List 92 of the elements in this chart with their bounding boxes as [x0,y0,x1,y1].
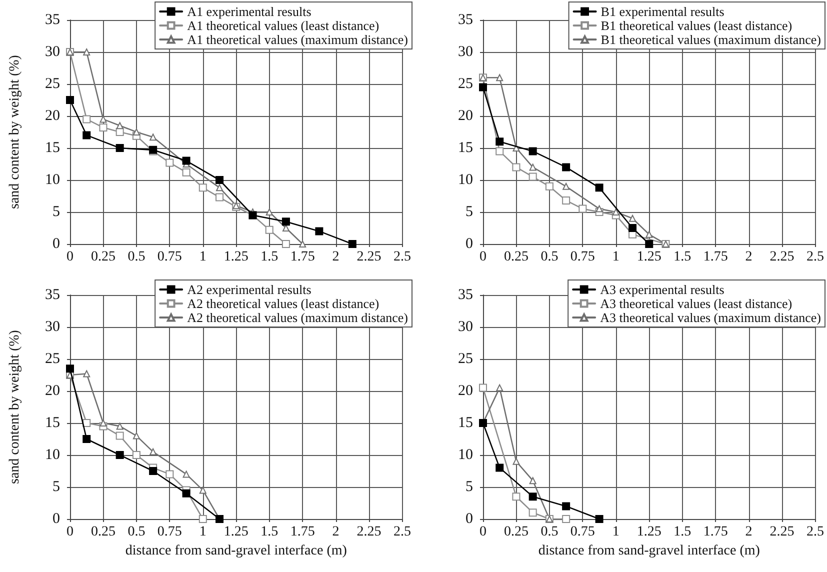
x-tick-label: 2 [332,250,340,264]
y-tick-label: 30 [45,319,60,335]
x-tick-label: 1 [612,250,620,264]
x-tick-label: 1.5 [674,250,692,264]
y-tick-label: 20 [458,383,473,399]
x-tick-label: 0.5 [128,250,146,264]
legend-label: A3 theoretical values (maximum distance) [600,310,822,325]
x-tick-label: 2 [745,524,752,540]
x-tick-label: 1.25 [636,524,662,540]
x-tick-label: 1.5 [674,524,692,540]
legend-label: B1 theoretical values (maximum distance) [600,32,822,47]
x-tick-label: 1 [199,524,206,540]
x-tick-label: 1.75 [290,250,315,264]
y-tick-label: 35 [45,287,60,303]
x-tick-label: 1.25 [224,250,248,264]
y-axis-title: sand content by weight (%) [8,54,22,209]
x-tick-label: 2.25 [770,524,794,540]
y-tick-label: 30 [45,44,60,60]
x-tick-label: 1 [612,524,620,540]
x-tick-label: 1.75 [703,524,728,540]
x-tick-label: 2.25 [770,250,794,264]
y-tick-label: 5 [52,479,60,495]
x-tick-label: 0 [66,524,74,540]
y-tick-label: 20 [458,108,473,124]
legend-label: A2 theoretical values (maximum distance) [187,310,408,325]
x-tick-label: 0.25 [90,250,116,264]
x-tick-label: 1 [199,250,206,264]
y-tick-label: 35 [458,12,473,28]
x-tick-label: 0.25 [90,524,116,540]
y-tick-label: 10 [45,447,60,463]
legend-label: A1 experimental results [187,4,312,19]
x-tick-label: 2.5 [806,250,824,264]
x-tick-label: 0.75 [157,250,182,264]
x-tick-label: 2.5 [394,250,411,264]
x-tick-label: 2.5 [806,524,824,540]
x-tick-label: 1.25 [224,524,248,540]
y-tick-label: 0 [52,511,60,527]
y-tick-label: 0 [466,236,473,252]
legend-label: A1 theoretical values (maximum distance) [187,32,408,47]
y-tick-label: 20 [45,383,60,399]
x-tick-label: 2.25 [356,250,382,264]
y-tick-label: 5 [466,479,473,495]
x-tick-label: 0 [66,250,74,264]
y-tick-label: 10 [45,172,60,188]
y-tick-label: 25 [458,351,473,367]
y-axis-title: sand content by weight (%) [8,330,22,484]
y-tick-label: 30 [458,319,473,335]
x-tick-label: 2.5 [394,524,411,540]
x-tick-label: 2 [745,250,752,264]
x-tick-label: 1.5 [260,524,278,540]
x-tick-label: 0 [480,250,486,264]
y-tick-label: 30 [458,44,473,60]
legend-label: B1 theoretical values (least distance) [600,18,792,33]
x-tick-label: 0.5 [128,524,146,540]
y-tick-label: 15 [458,140,473,156]
y-tick-label: 5 [466,204,473,220]
y-tick-label: 0 [52,236,60,252]
y-tick-label: 25 [458,76,473,92]
y-tick-label: 15 [45,140,60,156]
x-axis-title: distance from sand-gravel interface (m) [125,543,348,558]
y-tick-label: 25 [45,351,60,367]
x-tick-label: 0.25 [504,524,528,540]
y-tick-label: 15 [458,415,473,431]
legend-label: A1 theoretical values (least distance) [187,18,380,33]
x-tick-label: 1.25 [636,250,662,264]
y-tick-label: 5 [52,204,60,220]
legend-label: A2 experimental results [187,282,312,297]
x-tick-label: 0.25 [504,250,528,264]
x-axis-title: distance from sand-gravel interface (m) [538,543,760,558]
x-tick-label: 1.75 [703,250,728,264]
x-tick-label: 0.75 [570,524,595,540]
y-tick-label: 20 [45,108,60,124]
y-tick-label: 10 [458,172,473,188]
legend-label: A3 experimental results [600,282,724,297]
x-tick-label: 0.5 [540,250,558,264]
x-tick-label: 2.25 [356,524,382,540]
x-tick-label: 0.75 [157,524,182,540]
x-tick-label: 0.75 [570,250,595,264]
legend-label: A2 theoretical values (least distance) [187,296,380,311]
y-tick-label: 35 [458,287,473,303]
y-tick-label: 15 [45,415,60,431]
y-tick-label: 25 [45,76,60,92]
legend-label: A3 theoretical values (least distance) [600,296,792,311]
x-tick-label: 0.5 [540,524,558,540]
y-tick-label: 0 [466,511,473,527]
legend-label: B1 experimental results [600,4,724,19]
y-tick-label: 10 [458,447,473,463]
y-tick-label: 35 [45,12,60,28]
x-tick-label: 1.75 [290,524,315,540]
x-tick-label: 2 [332,524,340,540]
x-tick-label: 1.5 [260,250,278,264]
x-tick-label: 0 [480,524,486,540]
